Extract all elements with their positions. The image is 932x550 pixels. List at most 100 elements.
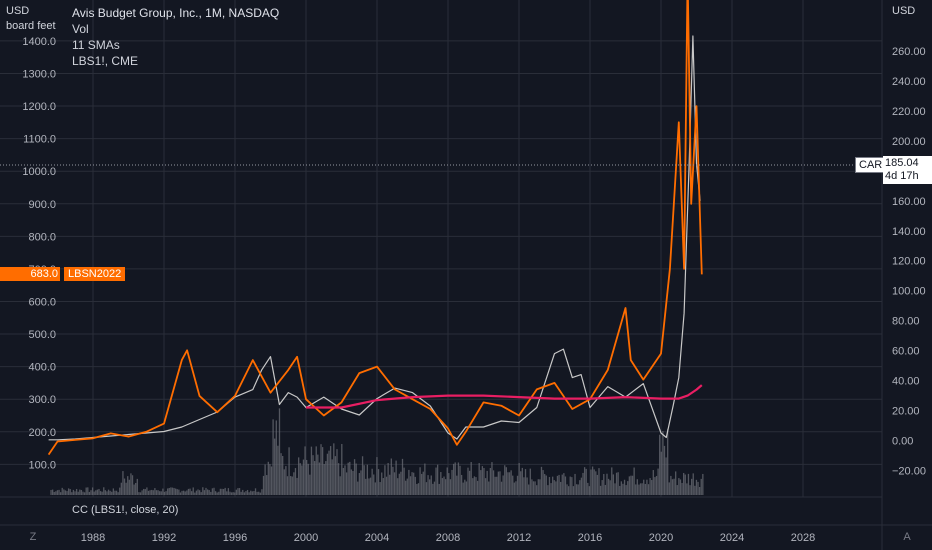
sma-indicator-label[interactable]: 11 SMAs [72,38,120,52]
volume-bar [82,491,84,495]
left-axis-tick: 1400.0 [22,36,56,48]
volume-bar [628,476,630,495]
volume-bar [238,488,241,495]
volume-bar [104,490,107,495]
volume-bar [505,467,507,495]
lumber-compare-label[interactable]: LBS1!, CME [72,54,139,68]
volume-bar [184,491,186,495]
volume-bar [194,492,196,495]
timezone-button[interactable]: Z [29,531,37,543]
volume-bar [443,476,445,495]
volume-bar [411,472,413,495]
volume-bar [393,472,396,495]
volume-bar [496,476,498,495]
volume-bar [379,482,381,495]
volume-bar [695,479,698,495]
volume-bar [604,484,607,495]
volume-bar [112,488,115,495]
car-price-line [48,35,701,441]
correlation-pane-label[interactable]: CC (LBS1!, close, 20) [72,504,179,516]
volume-bar [293,472,295,495]
volume-bar [135,482,137,495]
volume-bar [285,466,287,495]
volume-bar [317,454,319,495]
volume-bar [259,492,261,495]
volume-indicator-label[interactable]: Vol [72,22,89,36]
right-axis-tick: 140.00 [892,226,926,238]
volume-bar [298,457,300,495]
volume-bar [361,456,364,495]
volume-bar [595,471,597,495]
left-axis-tick: 800.0 [28,231,56,243]
volume-bar [414,476,416,495]
volume-bar [213,487,215,495]
volume-bar [472,478,474,495]
volume-bar [333,443,335,495]
volume-bar [227,488,230,495]
volume-bar [625,485,627,495]
volume-bar [234,492,236,495]
volume-bar [109,490,111,495]
volume-bar [500,481,503,495]
right-axis-tick: 220.00 [892,106,926,118]
volume-bar [230,492,233,495]
volume-bar [218,491,220,495]
time-axis-tick: 2020 [649,532,673,544]
volume-bar [607,478,610,495]
volume-histogram [50,408,704,495]
volume-bar [644,483,646,495]
volume-bar [627,481,629,495]
volume-bar [564,476,567,495]
volume-bar [280,453,282,495]
left-axis-measure: board feet [6,20,56,32]
volume-bar [168,487,170,495]
volume-bar [264,464,266,495]
volume-bar [347,462,349,495]
symbol-title[interactable]: Avis Budget Group, Inc., 1M, NASDAQ [72,6,280,20]
chart-legend[interactable]: Avis Budget Group, Inc., 1M, NASDAQ Vol … [72,5,279,69]
volume-bar [575,484,578,495]
volume-bar [606,473,608,495]
volume-bar [591,466,594,495]
volume-bar [416,483,418,495]
volume-bar [203,490,206,495]
volume-bar [224,487,226,495]
volume-bar [277,445,279,495]
volume-bar [468,470,471,495]
volume-bar [413,472,415,495]
auto-scale-button[interactable]: A [903,531,911,543]
right-axis-tick: 160.00 [892,196,926,208]
volume-bar [462,482,464,495]
volume-bar [270,466,273,495]
time-axis-tick: 2000 [294,532,318,544]
volume-bar [117,492,119,495]
volume-bar [179,492,182,495]
volume-bar [103,487,105,495]
volume-bar [321,447,324,495]
volume-bar [115,490,118,495]
volume-bar [580,477,583,495]
volume-bar [502,475,504,495]
volume-bar [53,491,55,495]
volume-bar [157,490,159,495]
volume-bar [256,491,258,495]
volume-bar [456,475,458,495]
volume-bar [480,470,482,495]
volume-bar [668,482,670,495]
volume-bar [377,469,380,495]
volume-bar [136,478,138,495]
volume-bar [397,478,399,495]
volume-bar [336,449,338,495]
time-axis-tick: 1988 [81,532,105,544]
volume-bar [61,487,63,495]
volume-bar [536,485,538,495]
volume-bar [162,488,164,495]
volume-bar [96,489,99,495]
volume-bar [154,488,156,495]
volume-bar [454,462,456,495]
volume-bar [392,466,394,495]
volume-bar [552,476,554,495]
volume-bar [325,461,327,495]
volume-bar [382,478,384,495]
